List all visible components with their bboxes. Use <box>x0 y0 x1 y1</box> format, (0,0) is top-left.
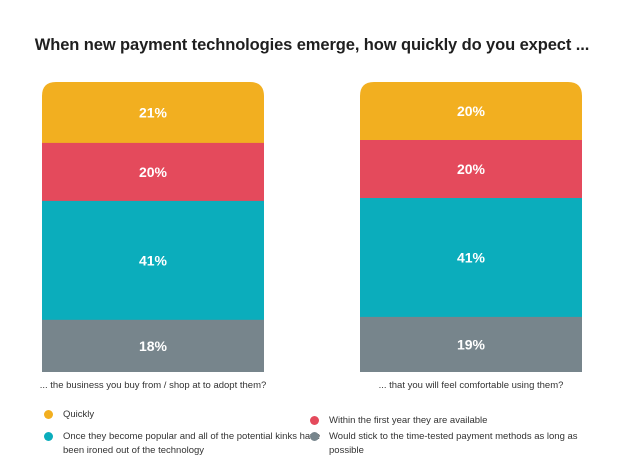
bar-1-label-quickly: 21% <box>139 104 168 120</box>
bar-2-segment-quickly <box>360 82 582 141</box>
bar-2-label-time-tested: 19% <box>457 336 486 352</box>
legend-swatch-popular <box>44 432 53 441</box>
legend-label-first-year: Within the first year they are available <box>329 415 488 426</box>
legend-item-time-tested: Would stick to the time-tested payment m… <box>310 430 589 458</box>
bar-1-label-popular: 41% <box>139 252 168 268</box>
bar-2 <box>360 82 582 372</box>
legend-item-quickly: Quickly <box>44 408 323 422</box>
legend-label-time-tested: Would stick to the time-tested payment m… <box>329 431 578 456</box>
bar-1-segment-first-year <box>42 142 264 202</box>
bar-1-label-time-tested: 18% <box>139 338 168 354</box>
bar-1-segment-quickly <box>42 82 264 144</box>
bar-2-label-quickly: 20% <box>457 103 486 119</box>
chart-title: When new payment technologies emerge, ho… <box>34 36 590 54</box>
legend-label-quickly: Quickly <box>63 409 95 420</box>
bar-2-segment-first-year <box>360 140 582 199</box>
bar-2-segment-time-tested <box>360 316 582 372</box>
bar-1-segment-time-tested <box>42 319 264 372</box>
bar-1-segment-popular <box>42 200 264 321</box>
legend-item-first-year: Within the first year they are available <box>310 414 589 428</box>
bar-2-label-popular: 41% <box>457 249 486 265</box>
legend-item-popular: Once they become popular and all of the … <box>44 430 323 458</box>
legend-swatch-quickly <box>44 410 53 419</box>
bar-2-segment-popular <box>360 198 582 318</box>
bar-1 <box>42 82 264 372</box>
category-label-1: ... the business you buy from / shop at … <box>40 380 267 391</box>
legend-label-popular: Once they become popular and all of the … <box>63 431 321 456</box>
category-label-2: ... that you will feel comfortable using… <box>379 380 564 391</box>
bar-2-label-first-year: 20% <box>457 161 486 177</box>
bar-1-label-first-year: 20% <box>139 164 168 180</box>
legend-swatch-first-year <box>310 416 319 425</box>
legend-swatch-time-tested <box>310 432 319 441</box>
